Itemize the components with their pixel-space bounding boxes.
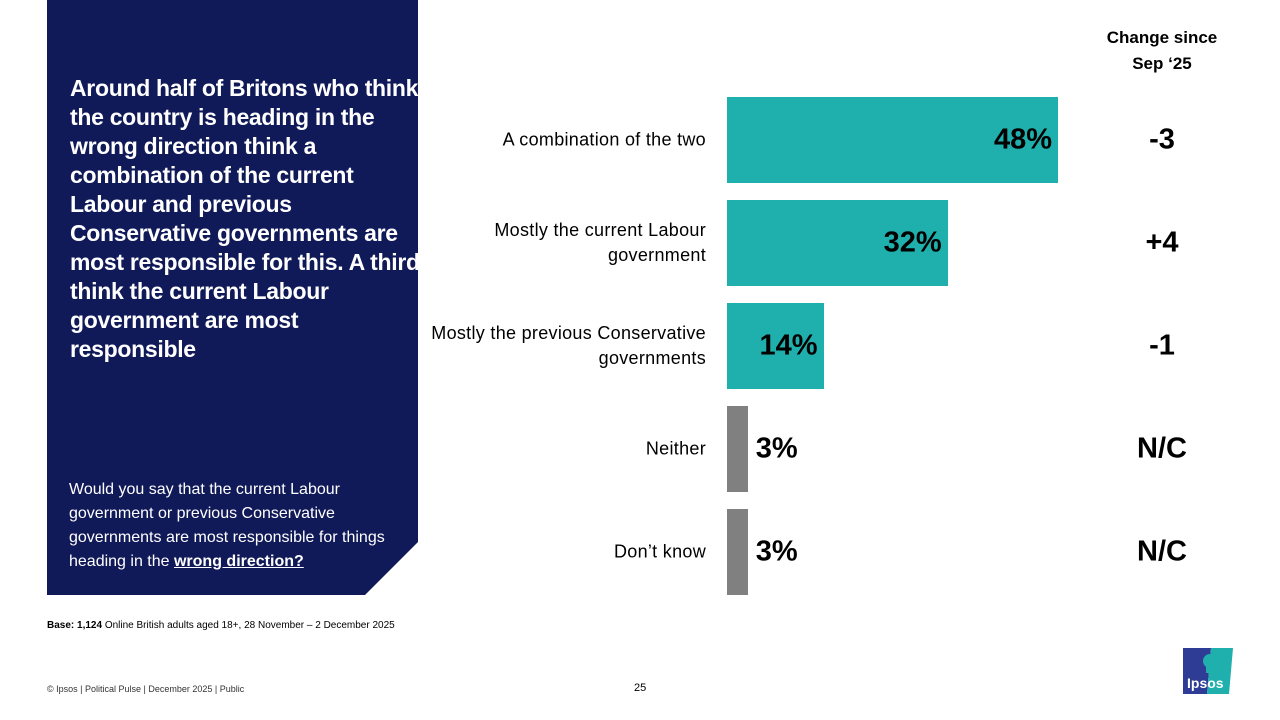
question-emphasis: wrong direction?: [173, 553, 304, 570]
base-note: Base: 1,124 Online British adults aged 1…: [47, 620, 395, 631]
change-value: -3: [1149, 123, 1175, 156]
change-header-line2: Sep ‘25: [1132, 54, 1192, 73]
bar: [727, 509, 748, 595]
headline: Around half of Britons who think the cou…: [70, 75, 420, 362]
data-label: 3%: [755, 535, 798, 568]
change-value: +4: [1145, 226, 1179, 259]
category-label: Mostly the previous Conservative governm…: [431, 323, 706, 368]
data-label: 32%: [883, 226, 942, 259]
category-label: Neither: [645, 438, 706, 459]
change-header: Change since Sep ‘25: [1092, 25, 1232, 77]
ipsos-logo: Ipsos: [1183, 648, 1233, 694]
data-label: 14%: [759, 329, 818, 362]
change-value: N/C: [1137, 432, 1187, 465]
change-value: -1: [1149, 329, 1175, 362]
category-label: Mostly the current Labour government: [494, 220, 706, 265]
category-label: Don’t know: [613, 541, 706, 562]
bar: [727, 97, 1058, 183]
data-label: 3%: [755, 432, 798, 465]
bar: [727, 303, 824, 389]
survey-question: Would you say that the current Labour go…: [69, 478, 399, 574]
svg-text:Ipsos: Ipsos: [1187, 675, 1224, 691]
base-text: Online British adults aged 18+, 28 Novem…: [104, 620, 395, 631]
headline-panel: [47, 0, 418, 595]
bar: [727, 200, 948, 286]
change-header-line1: Change since: [1106, 28, 1218, 47]
data-label: 48%: [993, 123, 1052, 156]
category-label: A combination of the two: [502, 129, 706, 150]
bar: [727, 406, 748, 492]
footer: © Ipsos | Political Pulse | December 202…: [47, 684, 245, 694]
question-text: Would you say that the current Labour go…: [69, 481, 385, 570]
base-label: Base: 1,124: [47, 620, 103, 631]
change-value: N/C: [1137, 535, 1187, 568]
page-number: 25: [634, 682, 647, 694]
